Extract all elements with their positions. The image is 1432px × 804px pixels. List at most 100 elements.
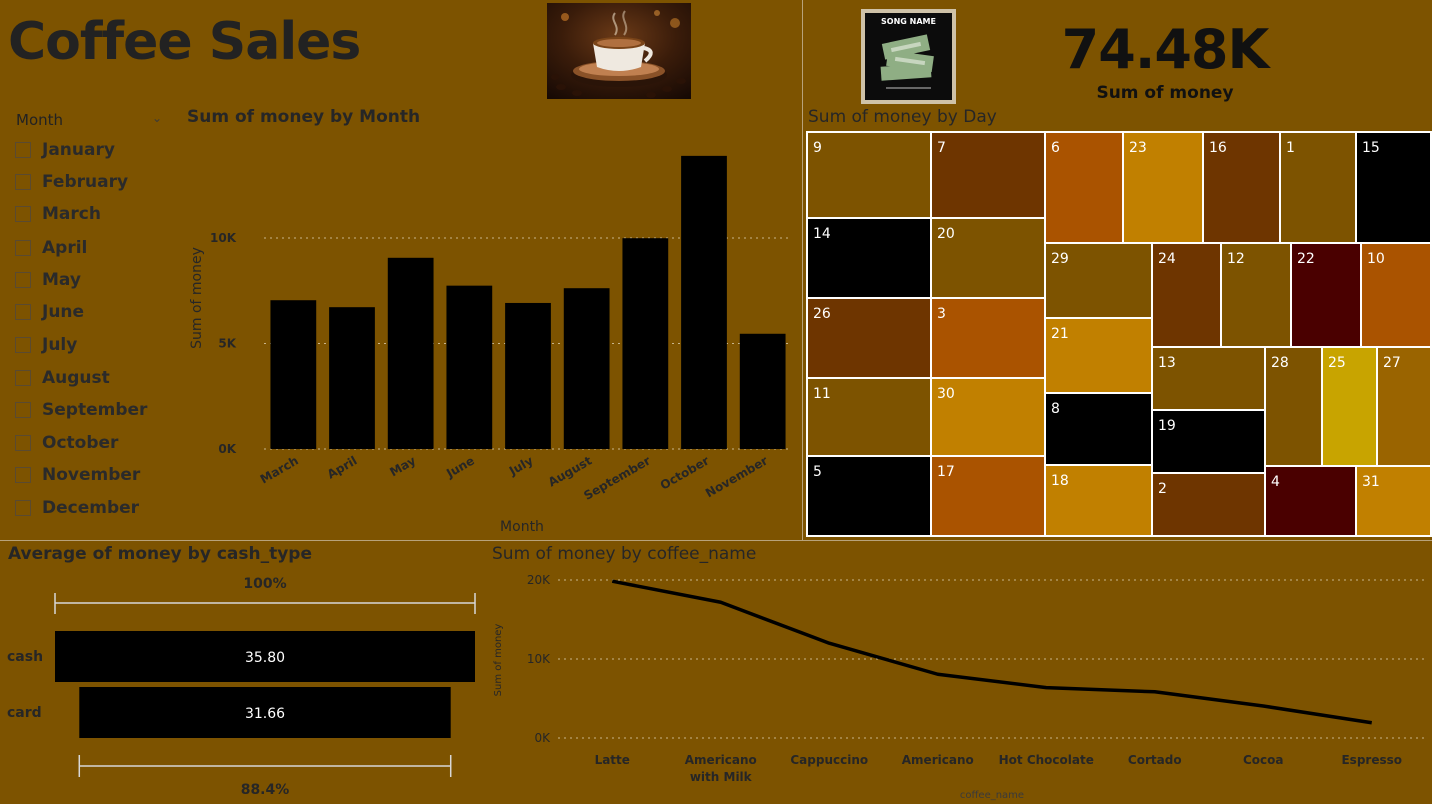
slicer-item-label: May [42, 270, 81, 290]
checkbox[interactable] [15, 174, 31, 190]
chevron-down-icon[interactable]: ⌄ [152, 111, 163, 125]
treemap-cell-label: 20 [937, 226, 955, 242]
bar-april [329, 307, 375, 449]
treemap-cell-day-30 [930, 377, 1046, 457]
slicer-item-august[interactable]: August [15, 367, 110, 389]
funnel-value-label: 31.66 [245, 706, 285, 722]
bar-july [505, 302, 551, 449]
slicer-item-label: March [42, 204, 101, 224]
funnel-bar-cash [55, 631, 475, 682]
treemap-cell-label: 25 [1328, 355, 1346, 371]
checkbox[interactable] [15, 272, 31, 288]
kpi-value: 74.48K [1061, 18, 1270, 81]
treemap-cell-day-20 [930, 217, 1046, 299]
funnel-category-label: card [7, 705, 42, 721]
treemap-cell-label: 1 [1286, 140, 1295, 156]
slicer-item-label: September [42, 400, 148, 420]
treemap-cell-label: 13 [1158, 355, 1176, 371]
bar-august [563, 288, 610, 449]
divider-horizontal [0, 540, 1432, 541]
treemap-cell-day-26 [806, 297, 932, 379]
y-tick-label: 10K [210, 231, 237, 245]
x-tick-label: Hot Chocolate [999, 753, 1094, 767]
month-chart-title: Sum of money by Month [187, 107, 421, 127]
checkbox[interactable] [15, 337, 31, 353]
y-tick-label: 10K [527, 652, 551, 666]
treemap-cell-label: 11 [813, 386, 831, 402]
slicer-item-label: October [42, 433, 119, 453]
cash-chart-title: Average of money by cash_type [8, 544, 312, 564]
bar-september [622, 238, 669, 449]
treemap-cell-label: 16 [1209, 140, 1227, 156]
album-caption: SONG NAME [881, 17, 936, 26]
funnel-value-label: 35.80 [245, 650, 285, 666]
bar-november [739, 333, 786, 449]
slicer-item-october[interactable]: October [15, 432, 118, 454]
treemap-cell-label: 31 [1362, 474, 1380, 490]
y-tick-label: 0K [218, 442, 236, 456]
treemap-cell-day-2 [1151, 472, 1266, 537]
x-tick-label: July [506, 453, 536, 478]
divider-vertical [802, 0, 803, 540]
slicer-item-november[interactable]: November [15, 464, 140, 486]
treemap-cell-label: 14 [813, 226, 831, 242]
y-tick-label: 0K [534, 731, 551, 745]
x-tick-label: March [258, 453, 301, 486]
slicer-item-march[interactable]: March [15, 203, 101, 225]
month-bar-chart: 0K 5K 10K March April May June July AugustSeptem… [189, 155, 792, 535]
treemap-cell-day-9 [806, 131, 932, 219]
treemap-cell-label: 30 [937, 386, 955, 402]
slicer-item-april[interactable]: April [15, 237, 87, 259]
coffee-line-chart: 0K 10K 20K Latte Americano with Milk Cappuccin… [493, 573, 1426, 801]
coffee-cup-image [547, 3, 691, 99]
treemap-cell-label: 7 [937, 140, 946, 156]
treemap-cell-day-31 [1355, 465, 1432, 537]
y-tick-label: 20K [527, 573, 551, 587]
funnel-category-label: cash [7, 649, 43, 665]
treemap-cell-label: 29 [1051, 251, 1069, 267]
x-tick-label: Cappuccino [790, 753, 868, 767]
x-axis-label: Month [500, 519, 544, 535]
treemap-cell-day-23 [1122, 131, 1204, 244]
checkbox[interactable] [15, 240, 31, 256]
slicer-item-label: August [42, 368, 110, 388]
slicer-item-february[interactable]: February [15, 171, 128, 193]
slicer-item-label: November [42, 465, 141, 485]
treemap-cell-day-18 [1044, 464, 1153, 537]
slicer-item-september[interactable]: September [15, 399, 147, 421]
slicer-item-may[interactable]: May [15, 269, 81, 291]
bar-june [446, 285, 493, 449]
checkbox[interactable] [15, 402, 31, 418]
treemap-cell-label: 22 [1297, 251, 1315, 267]
treemap-cell-label: 27 [1383, 355, 1401, 371]
treemap-cell-day-19 [1151, 409, 1266, 474]
page-title: Coffee Sales [8, 12, 361, 72]
slicer-item-december[interactable]: December [15, 497, 139, 519]
x-tick-label: Americano with Milk [685, 753, 757, 784]
x-tick-label: Latte [595, 753, 630, 767]
checkbox[interactable] [15, 370, 31, 386]
slicer-item-june[interactable]: June [15, 301, 84, 323]
slicer-item-label: February [42, 172, 129, 192]
checkbox[interactable] [15, 435, 31, 451]
treemap-cell-day-15 [1355, 131, 1432, 244]
slicer-item-july[interactable]: July [15, 334, 77, 356]
checkbox[interactable] [15, 304, 31, 320]
checkbox[interactable] [15, 206, 31, 222]
treemap-cell-day-7 [930, 131, 1046, 219]
coffee-line-series [611, 579, 1373, 725]
treemap-cell-label: 6 [1051, 140, 1060, 156]
treemap-cell-day-11 [806, 377, 932, 457]
cash-type-funnel: 100% 35.80 cash 31.66 card 88.4% [7, 576, 476, 798]
treemap-cell-label: 18 [1051, 473, 1069, 489]
slicer-item-label: December [42, 498, 140, 518]
slicer-item-january[interactable]: January [15, 139, 115, 161]
treemap-cell-label: 24 [1158, 251, 1176, 267]
checkbox[interactable] [15, 500, 31, 516]
x-tick-label: October [658, 453, 712, 492]
checkbox[interactable] [15, 467, 31, 483]
treemap-cell-day-24 [1151, 242, 1222, 348]
x-tick-label: Americano [902, 753, 974, 767]
checkbox[interactable] [15, 142, 31, 158]
